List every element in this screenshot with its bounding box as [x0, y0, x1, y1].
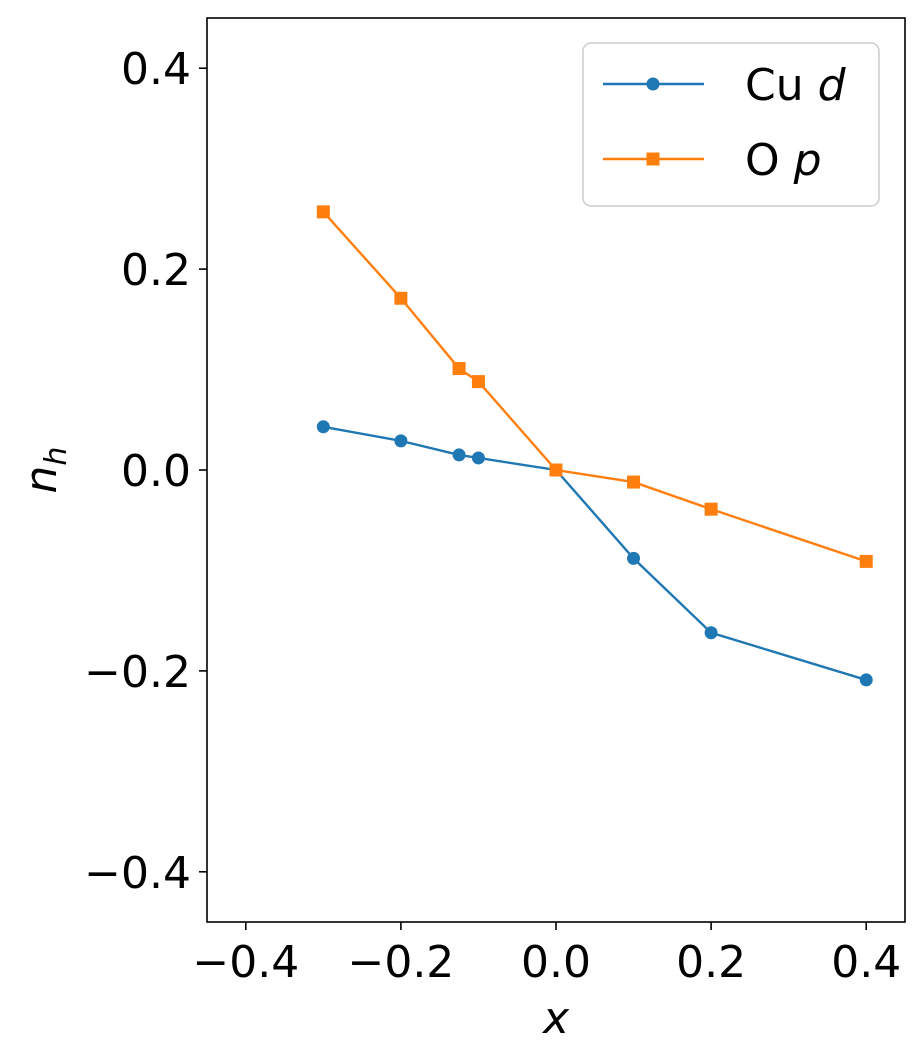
x-axis: −0.4 −0.2 0.0 0.2 0.4	[192, 922, 901, 988]
data-point	[549, 463, 563, 477]
y-tick-label: 0.4	[121, 44, 191, 95]
y-tick-label: −0.4	[84, 848, 191, 899]
series-line	[323, 425, 867, 682]
y-axis-label-subscript: h	[39, 447, 74, 466]
data-point	[627, 551, 641, 565]
data-point	[394, 434, 408, 448]
y-tick-label: 0.2	[121, 245, 191, 296]
x-tick-label: −0.4	[192, 937, 299, 988]
data-point	[704, 626, 718, 640]
x-tick-label: −0.2	[347, 937, 454, 988]
legend-label-main: O	[745, 135, 794, 186]
legend: Cu dO p	[582, 42, 880, 207]
x-tick-label: 0.4	[831, 937, 901, 988]
data-point	[704, 502, 718, 516]
y-axis: −0.4 −0.2 0.0 0.2 0.4	[84, 44, 207, 899]
data-point	[316, 420, 330, 434]
x-tick-label: 0.0	[521, 937, 591, 988]
legend-marker	[646, 152, 660, 166]
y-tick-label: −0.2	[84, 647, 191, 698]
series-cu-d	[316, 420, 873, 687]
legend-label-italic: p	[793, 135, 822, 186]
data-point	[394, 291, 408, 305]
legend-entry: Cu d	[603, 60, 847, 111]
data-point	[452, 362, 466, 376]
data-point	[859, 554, 873, 568]
data-point	[316, 205, 330, 219]
x-axis-label: x	[541, 993, 570, 1044]
legend-marker	[646, 77, 660, 91]
y-axis-label-main: n	[16, 466, 67, 494]
data-point	[859, 673, 873, 687]
legend-label-main: Cu	[745, 60, 818, 111]
legend-items: Cu dO p	[603, 60, 847, 186]
legend-label: O p	[745, 135, 822, 186]
legend-label-italic: d	[818, 60, 847, 111]
data-point	[452, 448, 466, 462]
y-axis-label: nh	[16, 447, 74, 494]
series-layer	[316, 205, 873, 687]
data-point	[471, 375, 485, 389]
x-tick-label: 0.2	[676, 937, 746, 988]
y-tick-label: 0.0	[121, 446, 191, 497]
data-point	[471, 451, 485, 465]
series-line	[322, 211, 867, 563]
series-o-p	[316, 205, 873, 568]
data-point	[627, 475, 641, 489]
legend-entry: O p	[603, 135, 822, 186]
legend-label: Cu d	[745, 60, 847, 111]
